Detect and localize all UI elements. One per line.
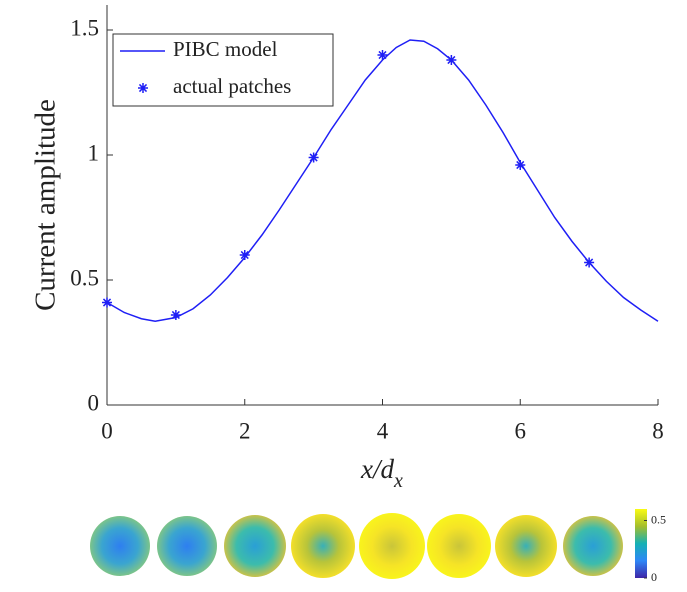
sphere-images [90, 513, 623, 579]
scatter-point [102, 297, 112, 308]
scatter-point [308, 152, 319, 163]
colorbar [635, 509, 647, 578]
x-tick-label: 4 [377, 418, 389, 443]
sphere [157, 516, 217, 576]
scatter-point [515, 160, 526, 170]
scatter-point [446, 55, 457, 65]
y-tick-label: 1 [88, 140, 100, 165]
x-tick-label: 6 [515, 418, 527, 443]
colorbar-tick-label: 0.5 [651, 512, 666, 526]
x-axis-label-main: x/d [360, 454, 394, 484]
y-tick-label: 0 [88, 390, 100, 415]
sphere [224, 515, 286, 577]
y-tick-label: 0.5 [70, 265, 99, 290]
legend-marker [138, 83, 148, 93]
x-axis-label-subscript: x [393, 470, 403, 492]
legend-label: actual patches [173, 74, 291, 98]
legend-box [112, 33, 334, 107]
sphere [359, 513, 425, 579]
sphere [563, 516, 623, 576]
scatter-point [170, 310, 181, 320]
sphere [90, 516, 150, 576]
scatter-point [239, 250, 250, 260]
sphere [291, 514, 355, 578]
scatter-point [377, 50, 388, 60]
x-tick-label: 8 [652, 418, 664, 443]
line-series [106, 39, 659, 323]
sphere [495, 515, 557, 577]
x-axis-label: x/dx [360, 454, 403, 491]
sphere [427, 514, 491, 578]
y-axis-label: Current amplitude [30, 99, 62, 311]
legend-label: PIBC model [173, 37, 278, 61]
x-tick-label: 2 [239, 418, 251, 443]
scatter-point [584, 257, 595, 268]
y-tick-label: 1.5 [70, 15, 99, 40]
x-tick-label: 0 [101, 418, 113, 443]
colorbar-tick-label: 0 [651, 570, 657, 584]
